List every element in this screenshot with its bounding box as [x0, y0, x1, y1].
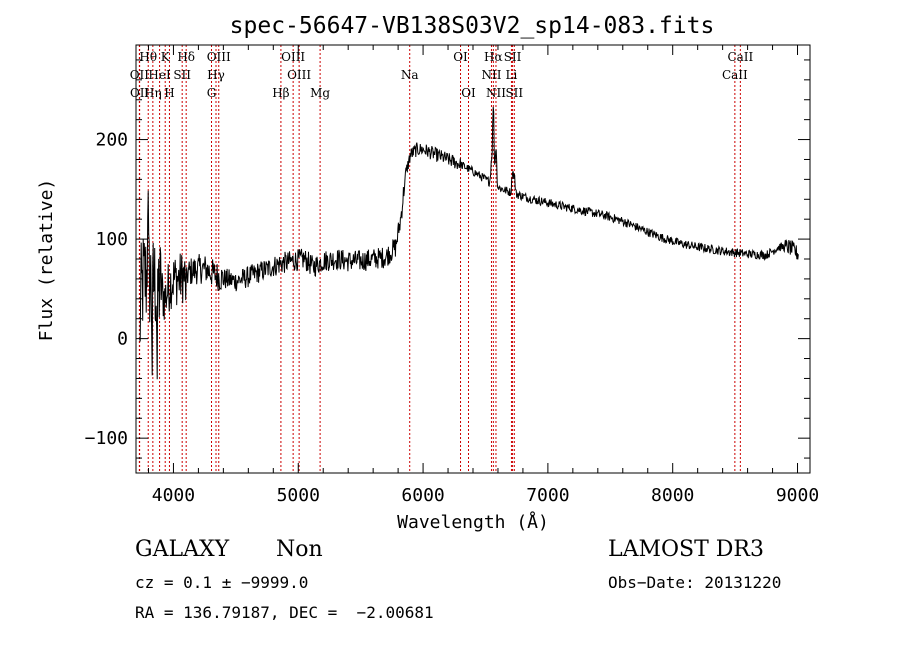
spectral-line-label: G: [207, 86, 217, 100]
x-tick-label: 5000: [277, 485, 320, 506]
spectral-line-label: CaII: [727, 50, 753, 64]
spectrum-line: [139, 106, 799, 380]
redshift-line: cz = 0.1 ± −9999.0: [135, 573, 309, 592]
subclass-label: Non: [276, 537, 323, 562]
spectral-line-label: Li: [506, 68, 518, 82]
spectral-line-label: Hθ: [139, 50, 157, 64]
spectral-line-label: NII: [486, 86, 506, 100]
spectral-line-label: Hη: [144, 86, 162, 100]
survey-label: LAMOST DR3: [608, 537, 764, 562]
spectral-line-label: NII: [481, 68, 501, 82]
x-tick-label: 6000: [401, 485, 444, 506]
spectral-line-label: SII: [505, 86, 523, 100]
classification-label: GALAXY: [135, 537, 230, 562]
x-axis-ticks: 4000 5000 6000 7000 8000 9000: [147, 45, 819, 506]
spectral-line-label: OIII: [287, 68, 311, 82]
y-tick-label: 200: [95, 130, 128, 151]
x-tick-label: 9000: [776, 485, 819, 506]
x-axis-label: Wavelength (Å): [397, 511, 549, 533]
spectral-line-label: OI: [461, 86, 476, 100]
y-tick-label: −100: [85, 428, 128, 449]
y-tick-label: 0: [117, 329, 128, 350]
x-tick-label: 7000: [526, 485, 569, 506]
coordinates: RA = 136.79187, DEC = −2.00681: [135, 603, 434, 622]
y-axis-ticks: −100 0 100 200: [85, 59, 810, 459]
spectral-line-label: SII: [173, 68, 191, 82]
spectral-line-label: Na: [401, 68, 419, 82]
spectral-line-label: OI: [453, 50, 468, 64]
spectral-line-label: OII: [130, 86, 150, 100]
spectral-line-markers: [138, 45, 741, 473]
x-tick-label: 4000: [152, 485, 195, 506]
plot-frame: [135, 44, 811, 474]
spectral-line-label: Hδ: [177, 50, 195, 64]
spectral-line-label: OII: [130, 68, 150, 82]
chart-title: spec-56647-VB138S03V2_sp14-083.fits: [230, 13, 715, 39]
spectral-line-label: CaII: [722, 68, 748, 82]
spectrum-chart: spec-56647-VB138S03V2_sp14-083.fits OIIO…: [36, 13, 819, 533]
spectral-line-label: Hγ: [207, 68, 225, 82]
spectral-line-labels: OII OII Hθ Hη HeI K H SII Hδ OIII Hγ G Hβ OIII OIII Mg N…: [130, 50, 754, 100]
spectral-line-label: Hα: [484, 50, 503, 64]
spectral-line-label: K: [161, 50, 171, 64]
spectral-line-label: OIII: [207, 50, 231, 64]
x-tick-label: 8000: [651, 485, 694, 506]
spectral-line-label: OIII: [281, 50, 305, 64]
y-axis-label: Flux (relative): [36, 179, 57, 342]
spectral-line-label: HeI: [148, 68, 171, 82]
spectral-line-label: H: [164, 86, 174, 100]
obs-date: Obs−Date: 20131220: [608, 573, 782, 592]
spectral-line-label: Hβ: [272, 86, 289, 100]
spectral-line-label: SII: [504, 50, 522, 64]
y-tick-label: 100: [95, 229, 128, 250]
spectral-line-label: Mg: [310, 86, 330, 100]
